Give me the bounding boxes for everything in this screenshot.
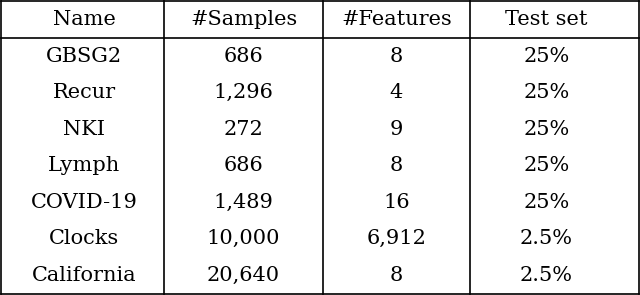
Text: 686: 686 <box>223 156 264 175</box>
Text: 10,000: 10,000 <box>207 229 280 248</box>
Text: 8: 8 <box>390 47 403 66</box>
Text: COVID-19: COVID-19 <box>31 193 138 212</box>
Text: Clocks: Clocks <box>49 229 119 248</box>
Text: 25%: 25% <box>523 156 570 175</box>
Text: 25%: 25% <box>523 193 570 212</box>
Text: 6,912: 6,912 <box>367 229 426 248</box>
Text: Name: Name <box>52 10 116 29</box>
Text: 25%: 25% <box>523 83 570 102</box>
Text: 1,296: 1,296 <box>214 83 273 102</box>
Text: 4: 4 <box>390 83 403 102</box>
Text: 2.5%: 2.5% <box>520 229 573 248</box>
Text: Test set: Test set <box>505 10 588 29</box>
Text: 16: 16 <box>383 193 410 212</box>
Text: California: California <box>32 266 136 285</box>
Text: 8: 8 <box>390 156 403 175</box>
Text: NKI: NKI <box>63 120 105 139</box>
Text: GBSG2: GBSG2 <box>46 47 122 66</box>
Text: 2.5%: 2.5% <box>520 266 573 285</box>
Text: #Features: #Features <box>341 10 452 29</box>
Text: 25%: 25% <box>523 120 570 139</box>
Text: 1,489: 1,489 <box>214 193 273 212</box>
Text: 8: 8 <box>390 266 403 285</box>
Text: 9: 9 <box>390 120 403 139</box>
Text: #Samples: #Samples <box>190 10 297 29</box>
Text: Recur: Recur <box>52 83 116 102</box>
Text: 25%: 25% <box>523 47 570 66</box>
Text: Lymph: Lymph <box>48 156 120 175</box>
Text: 20,640: 20,640 <box>207 266 280 285</box>
Text: 686: 686 <box>223 47 264 66</box>
Text: 272: 272 <box>223 120 264 139</box>
